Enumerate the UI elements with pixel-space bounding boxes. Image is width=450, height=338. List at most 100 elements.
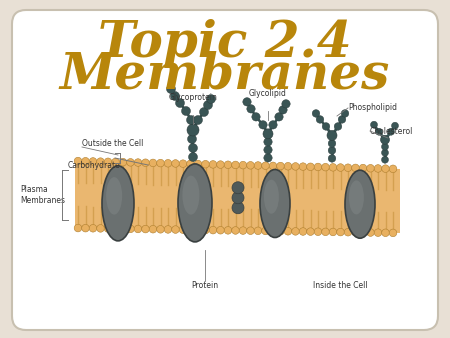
Circle shape: [389, 229, 397, 237]
Circle shape: [194, 160, 202, 168]
Circle shape: [194, 116, 202, 124]
Circle shape: [344, 164, 352, 171]
Ellipse shape: [264, 180, 279, 214]
Ellipse shape: [178, 164, 212, 242]
Circle shape: [254, 162, 262, 169]
Circle shape: [254, 227, 262, 235]
Ellipse shape: [182, 176, 199, 215]
Circle shape: [217, 161, 224, 168]
Circle shape: [127, 159, 134, 166]
Circle shape: [239, 161, 247, 169]
Circle shape: [328, 147, 336, 154]
Circle shape: [264, 146, 272, 154]
Circle shape: [224, 161, 232, 169]
Circle shape: [209, 161, 217, 168]
Text: Phospholipid: Phospholipid: [348, 103, 397, 113]
Circle shape: [166, 84, 176, 94]
Circle shape: [316, 116, 324, 123]
Circle shape: [312, 110, 320, 117]
Circle shape: [179, 226, 187, 234]
Circle shape: [329, 228, 337, 236]
Circle shape: [269, 227, 277, 235]
Circle shape: [264, 154, 272, 162]
Circle shape: [186, 116, 195, 124]
Circle shape: [247, 105, 255, 113]
Circle shape: [352, 228, 359, 236]
Circle shape: [367, 165, 374, 172]
Circle shape: [187, 124, 199, 136]
Circle shape: [104, 225, 112, 232]
Circle shape: [314, 163, 322, 171]
Circle shape: [292, 163, 299, 170]
Circle shape: [179, 160, 187, 167]
Circle shape: [374, 165, 382, 172]
Ellipse shape: [106, 177, 122, 215]
Circle shape: [389, 165, 397, 173]
Circle shape: [328, 154, 336, 162]
Circle shape: [97, 224, 104, 232]
Circle shape: [232, 161, 239, 169]
Circle shape: [194, 226, 202, 234]
Circle shape: [337, 228, 344, 236]
Circle shape: [189, 152, 198, 162]
Circle shape: [243, 98, 251, 106]
Text: Membranes: Membranes: [60, 50, 390, 99]
Circle shape: [202, 161, 209, 168]
Circle shape: [207, 95, 216, 103]
Circle shape: [232, 182, 244, 194]
Circle shape: [314, 228, 322, 236]
Circle shape: [367, 229, 374, 236]
Circle shape: [284, 227, 292, 235]
Circle shape: [189, 144, 198, 152]
Circle shape: [263, 129, 273, 139]
Circle shape: [277, 227, 284, 235]
Circle shape: [89, 158, 97, 165]
Circle shape: [172, 226, 179, 233]
Circle shape: [341, 110, 349, 117]
Circle shape: [269, 162, 277, 170]
Circle shape: [262, 227, 269, 235]
Circle shape: [164, 226, 172, 233]
Circle shape: [322, 123, 330, 130]
Circle shape: [134, 225, 142, 233]
Circle shape: [112, 158, 119, 166]
Circle shape: [292, 227, 299, 235]
Circle shape: [327, 130, 337, 140]
Circle shape: [329, 164, 337, 171]
Circle shape: [172, 160, 179, 167]
Circle shape: [82, 224, 89, 232]
Circle shape: [232, 227, 239, 234]
Circle shape: [224, 226, 232, 234]
Circle shape: [239, 227, 247, 234]
Circle shape: [334, 123, 342, 130]
Circle shape: [262, 162, 269, 169]
Circle shape: [392, 122, 399, 129]
Ellipse shape: [260, 169, 290, 238]
Polygon shape: [75, 161, 400, 233]
Text: Cholesterol: Cholesterol: [370, 126, 414, 136]
Circle shape: [181, 106, 190, 116]
Circle shape: [119, 225, 127, 233]
Text: Glycoprotein: Glycoprotein: [169, 93, 217, 102]
Circle shape: [337, 164, 344, 171]
Circle shape: [74, 157, 82, 165]
Circle shape: [187, 160, 194, 168]
Text: Carbohydrate: Carbohydrate: [68, 161, 121, 169]
Circle shape: [375, 128, 382, 135]
Circle shape: [199, 107, 208, 117]
Ellipse shape: [102, 166, 134, 241]
Circle shape: [187, 226, 194, 234]
Circle shape: [284, 163, 292, 170]
Circle shape: [217, 226, 224, 234]
Text: Glycolipid: Glycolipid: [249, 89, 287, 98]
Circle shape: [247, 227, 254, 235]
Circle shape: [119, 159, 127, 166]
Circle shape: [338, 116, 346, 123]
Text: Outside the Cell: Outside the Cell: [82, 140, 144, 148]
Circle shape: [344, 228, 352, 236]
Circle shape: [382, 143, 388, 150]
Circle shape: [299, 228, 307, 235]
Circle shape: [374, 229, 382, 237]
Circle shape: [252, 113, 260, 121]
Ellipse shape: [345, 170, 375, 238]
